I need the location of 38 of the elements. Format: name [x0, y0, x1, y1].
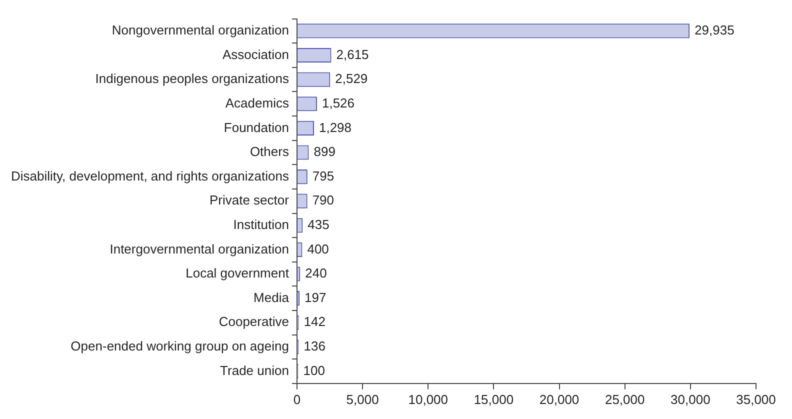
x-tick-label: 35,000 — [736, 392, 776, 407]
data-label: 142 — [304, 314, 326, 330]
y-tick-label: Local government — [186, 266, 290, 281]
y-tick-label: Trade union — [220, 362, 289, 378]
data-label: 899 — [314, 144, 336, 160]
y-tick-label: Media — [254, 290, 290, 305]
x-tick-label: 10,000 — [408, 392, 448, 407]
y-tick-label: Others — [250, 144, 290, 160]
x-tick-label: 20,000 — [539, 392, 580, 407]
data-label: 2,615 — [336, 46, 369, 62]
data-label: 197 — [304, 290, 326, 305]
y-tick-label: Cooperative — [218, 314, 289, 330]
data-label: 790 — [312, 192, 334, 208]
y-tick-label: Nongovernmental organization — [112, 22, 289, 38]
data-label: 400 — [307, 241, 329, 256]
data-label: 240 — [305, 266, 327, 281]
data-label: 29,935 — [694, 22, 734, 38]
y-tick-label: Private sector — [209, 192, 290, 208]
y-tick-label: Intergovernmental organization — [110, 241, 289, 256]
x-tick-label: 5,000 — [346, 392, 379, 407]
data-label: 100 — [303, 362, 325, 378]
data-label: 795 — [312, 168, 334, 184]
x-tick-label: 25,000 — [604, 392, 645, 407]
y-tick-label: Indigenous peoples organizations — [95, 71, 290, 86]
y-tick-label: Foundation — [224, 120, 289, 135]
y-tick-label: Institution — [233, 216, 289, 232]
y-tick-label: Disability, development, and rights organizations — [10, 168, 290, 184]
data-label: 2,529 — [335, 71, 368, 86]
data-label: 435 — [308, 216, 330, 232]
y-tick-label: Association — [222, 46, 289, 62]
data-label: 136 — [304, 338, 326, 354]
x-tick-label: 15,000 — [474, 392, 514, 407]
y-tick-label: Open-ended working group on ageing — [70, 338, 289, 354]
x-tick-label: 0 — [293, 392, 301, 407]
x-tick-label: 30,000 — [670, 392, 710, 407]
data-label: 1,298 — [318, 120, 352, 135]
data-label: 1,526 — [322, 95, 355, 110]
y-tick-label: Academics — [225, 95, 290, 110]
